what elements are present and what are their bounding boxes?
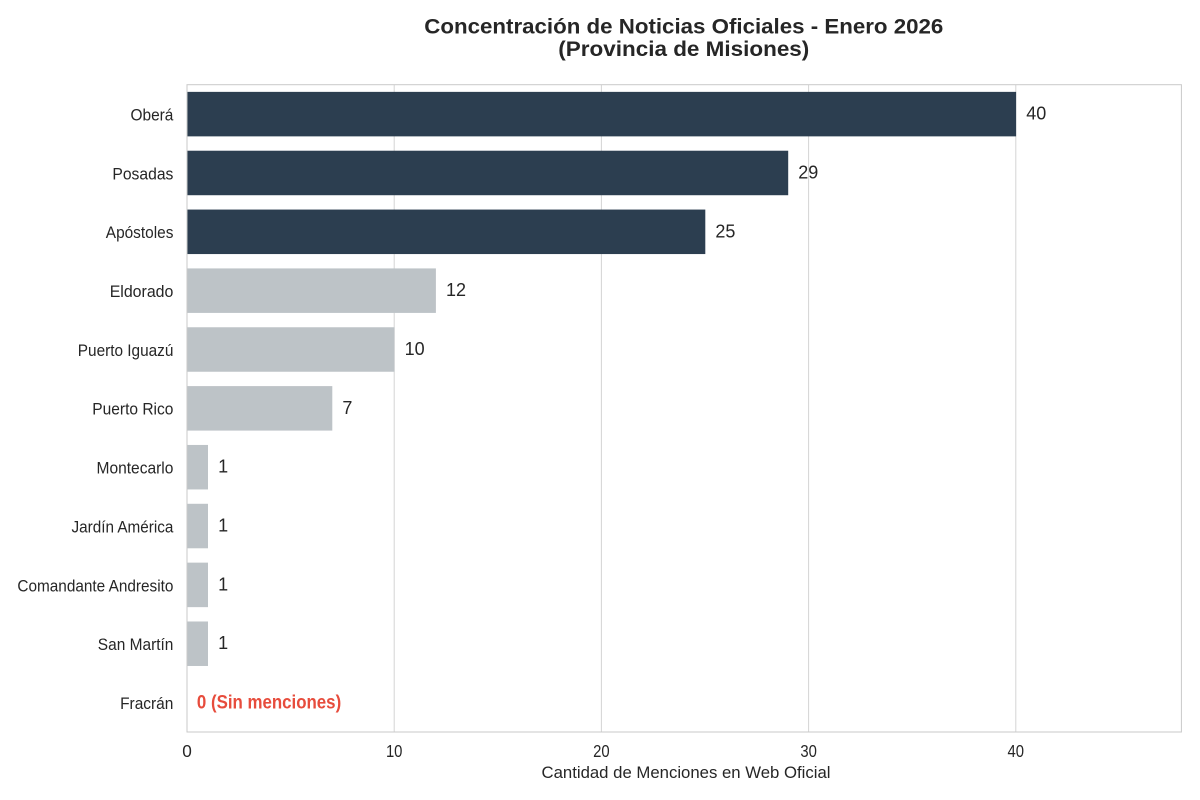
svg-text:Comandante Andresito: Comandante Andresito xyxy=(17,577,173,595)
svg-text:Eldorado: Eldorado xyxy=(110,283,174,301)
svg-text:10: 10 xyxy=(405,339,425,359)
svg-text:Concentración de Noticias Ofic: Concentración de Noticias Oficiales - En… xyxy=(424,16,943,39)
svg-text:Oberá: Oberá xyxy=(131,107,175,125)
svg-text:40: 40 xyxy=(1026,104,1046,124)
svg-text:1: 1 xyxy=(218,516,228,536)
svg-text:30: 30 xyxy=(800,741,817,761)
svg-text:Montecarlo: Montecarlo xyxy=(97,460,174,478)
svg-text:San Martín: San Martín xyxy=(98,636,174,654)
svg-text:0: 0 xyxy=(182,741,192,761)
svg-text:(Provincia de Misiones): (Provincia de Misiones) xyxy=(558,38,809,61)
svg-text:Jardín América: Jardín América xyxy=(72,518,175,536)
svg-text:20: 20 xyxy=(593,741,610,761)
svg-text:Posadas: Posadas xyxy=(112,165,173,183)
svg-text:Cantidad de Menciones en Web O: Cantidad de Menciones en Web Oficial xyxy=(542,763,831,782)
svg-text:1: 1 xyxy=(218,633,228,653)
svg-text:Apóstoles: Apóstoles xyxy=(106,224,174,242)
svg-text:0 (Sin menciones): 0 (Sin menciones) xyxy=(197,693,341,714)
svg-text:10: 10 xyxy=(386,741,403,761)
svg-text:1: 1 xyxy=(218,574,228,594)
svg-text:29: 29 xyxy=(798,163,818,183)
svg-text:Puerto Rico: Puerto Rico xyxy=(92,401,173,419)
svg-text:Fracrán: Fracrán xyxy=(120,695,173,713)
svg-text:Puerto Iguazú: Puerto Iguazú xyxy=(78,342,174,360)
svg-text:12: 12 xyxy=(446,280,466,300)
svg-text:40: 40 xyxy=(1008,741,1025,761)
svg-text:25: 25 xyxy=(715,221,735,241)
svg-text:1: 1 xyxy=(218,457,228,477)
svg-text:7: 7 xyxy=(342,398,352,418)
